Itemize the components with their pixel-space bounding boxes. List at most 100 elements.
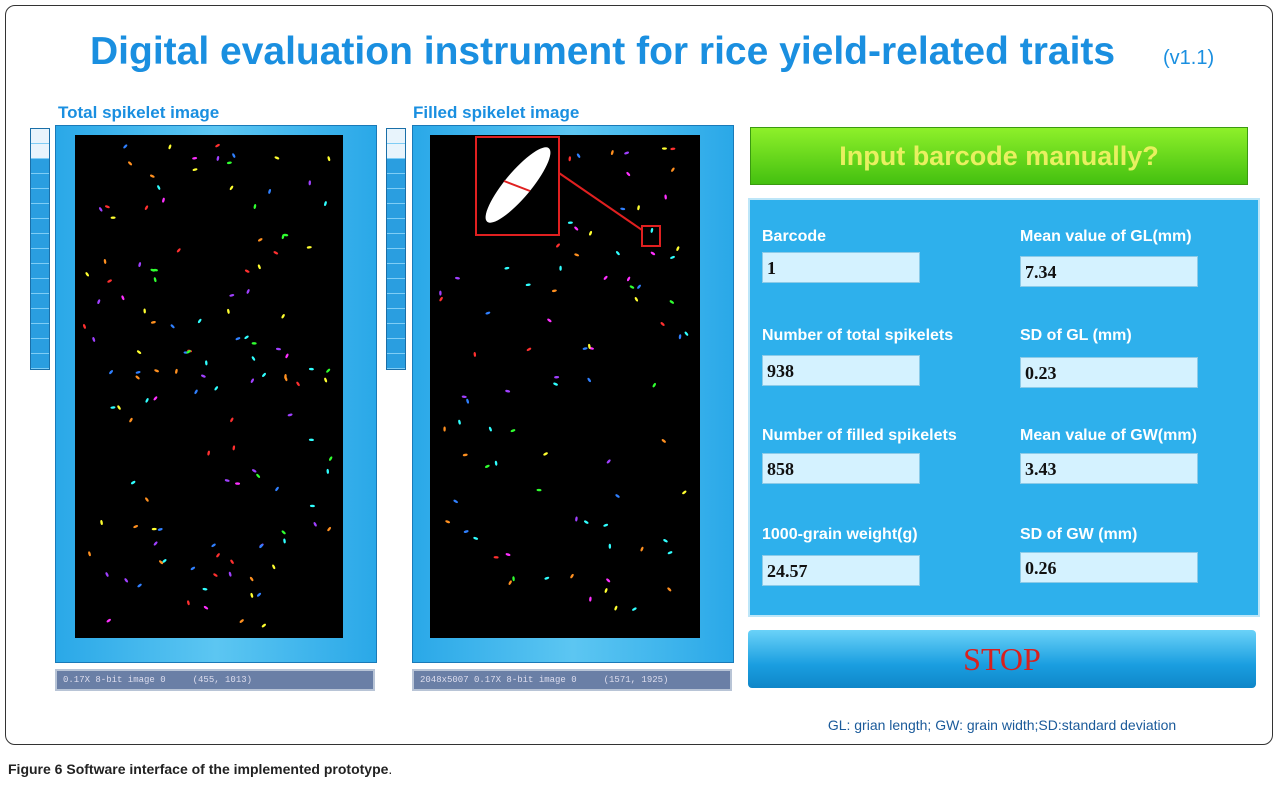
tool-button[interactable]	[31, 174, 49, 189]
spikelet-dot	[670, 167, 675, 172]
field-label: 1000-grain weight(g)	[762, 526, 918, 544]
tool-button[interactable]	[387, 309, 405, 324]
figure-caption: Figure 6 Software interface of the imple…	[8, 761, 392, 777]
spikelet-dot	[235, 337, 241, 341]
tool-button[interactable]	[387, 354, 405, 369]
spikelet-dot	[137, 583, 142, 588]
spikelet-dot	[232, 153, 236, 159]
tool-button[interactable]	[387, 279, 405, 294]
tool-button[interactable]	[387, 204, 405, 219]
field-value[interactable]: 24.57	[762, 555, 920, 586]
spikelet-dot	[309, 368, 314, 371]
spikelet-dot	[604, 588, 608, 594]
tool-button[interactable]	[387, 219, 405, 234]
tool-button[interactable]	[31, 234, 49, 249]
tool-button[interactable]	[387, 339, 405, 354]
spikelet-dot	[281, 313, 286, 319]
spikelet-dot	[326, 368, 331, 373]
spikelet-dot	[246, 289, 250, 295]
app-version: (v1.1)	[1163, 47, 1214, 70]
spikelet-dot	[229, 185, 234, 190]
field-value[interactable]: 0.23	[1020, 357, 1198, 388]
spikelet-dot	[637, 205, 640, 210]
panel-label: Total spikelet image	[58, 103, 219, 123]
spikelet-dot	[610, 150, 614, 155]
tool-button[interactable]	[31, 324, 49, 339]
tool-button[interactable]	[31, 249, 49, 264]
spikelet-dot	[609, 544, 611, 549]
spikelet-dot	[153, 541, 158, 546]
spikelet-dot	[453, 499, 459, 504]
tool-button[interactable]	[31, 309, 49, 324]
spikelet-dot	[296, 381, 301, 387]
spikelet-dot	[152, 528, 157, 530]
spikelet-dot	[313, 522, 317, 528]
tool-button[interactable]	[31, 189, 49, 204]
field-label: Barcode	[762, 228, 826, 246]
image-view[interactable]	[75, 135, 343, 638]
tool-button[interactable]	[387, 234, 405, 249]
spikelet-dot	[637, 284, 642, 289]
spikelet-dot	[554, 376, 559, 379]
field-value[interactable]: 0.26	[1020, 552, 1198, 583]
input-barcode-button[interactable]: Input barcode manually?	[750, 127, 1248, 185]
tool-button[interactable]	[31, 219, 49, 234]
tool-button[interactable]	[31, 354, 49, 369]
tool-button[interactable]	[31, 339, 49, 354]
tool-button[interactable]	[387, 264, 405, 279]
spikelet-dot	[663, 538, 669, 543]
tool-button[interactable]	[387, 144, 405, 159]
field-value[interactable]: 858	[762, 453, 920, 484]
spikelet-dot	[614, 605, 618, 611]
spikelet-dot	[664, 194, 667, 199]
tool-button[interactable]	[387, 249, 405, 264]
tool-button[interactable]	[387, 174, 405, 189]
spikelet-dot	[207, 450, 210, 455]
field-label: SD of GL (mm)	[1020, 327, 1132, 345]
spikelet-dot	[439, 296, 444, 302]
spikelet-dot	[143, 308, 146, 313]
spikelet-dot	[553, 382, 559, 386]
tool-button[interactable]	[387, 129, 405, 144]
tool-button[interactable]	[31, 294, 49, 309]
spikelet-dot	[153, 396, 158, 401]
spikelet-dot	[285, 353, 289, 359]
tool-button[interactable]	[31, 204, 49, 219]
tool-button[interactable]	[31, 129, 49, 144]
tool-button[interactable]	[387, 294, 405, 309]
spikelet-dot	[256, 592, 261, 597]
spikelet-dot	[568, 156, 571, 161]
stop-button[interactable]: STOP	[748, 630, 1256, 688]
spikelet-dot	[176, 248, 181, 253]
spikelet-dot	[214, 386, 219, 391]
spikelet-dot	[508, 580, 513, 586]
field-value[interactable]: 7.34	[1020, 256, 1198, 287]
spikelet-dot	[310, 505, 315, 508]
spikelet-dot	[244, 335, 249, 340]
tool-button[interactable]	[31, 279, 49, 294]
field-value[interactable]: 1	[762, 252, 920, 283]
tool-button[interactable]	[31, 144, 49, 159]
toolbar	[30, 128, 50, 370]
spikelet-dot	[582, 347, 587, 350]
image-view[interactable]	[430, 135, 700, 638]
tool-button[interactable]	[31, 264, 49, 279]
spikelet-dot	[257, 238, 263, 243]
tool-button[interactable]	[387, 189, 405, 204]
spikelet-dot	[309, 439, 314, 442]
spikelet-dot	[495, 461, 498, 466]
spikelet-dot	[194, 389, 199, 395]
spikelet-dot	[129, 417, 134, 423]
spikelet-dot	[261, 372, 266, 377]
spikelet-dot	[510, 429, 516, 433]
spikelet-dot	[276, 348, 281, 351]
spikelet-dot	[574, 226, 579, 231]
spikelet-dot	[205, 360, 208, 365]
spikelet-dot	[543, 452, 549, 457]
field-value[interactable]: 938	[762, 355, 920, 386]
field-value[interactable]: 3.43	[1020, 453, 1198, 484]
tool-button[interactable]	[387, 159, 405, 174]
tool-button[interactable]	[387, 324, 405, 339]
tool-button[interactable]	[31, 159, 49, 174]
spikelet-dot	[547, 318, 552, 323]
